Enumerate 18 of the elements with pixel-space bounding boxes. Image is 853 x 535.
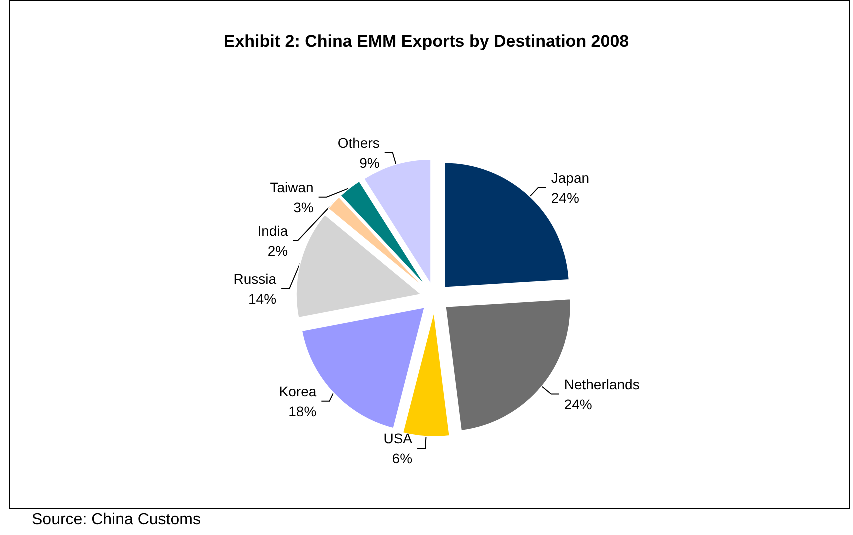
slice-label: Others bbox=[338, 134, 380, 151]
slice-label: Korea bbox=[279, 383, 317, 400]
data-label: 2% bbox=[268, 242, 288, 259]
data-label: 18% bbox=[288, 403, 317, 420]
slice-label: Russia bbox=[234, 270, 277, 287]
data-label: 9% bbox=[360, 154, 380, 171]
source-note: Source: China Customs bbox=[32, 512, 201, 528]
slice-label: Netherlands bbox=[564, 376, 640, 392]
data-label: 3% bbox=[294, 199, 314, 216]
data-label: 6% bbox=[392, 450, 413, 467]
data-label: 24% bbox=[564, 396, 592, 412]
slice-label: USA bbox=[384, 430, 414, 447]
data-label: 24% bbox=[551, 190, 580, 206]
slice-label: Taiwan bbox=[270, 179, 314, 196]
chart-title: Exhibit 2: China EMM Exports by Destination 2008 bbox=[224, 32, 630, 51]
data-label: 14% bbox=[248, 290, 277, 307]
slice-label: India bbox=[258, 222, 288, 239]
slice-label: Japan bbox=[551, 170, 590, 186]
